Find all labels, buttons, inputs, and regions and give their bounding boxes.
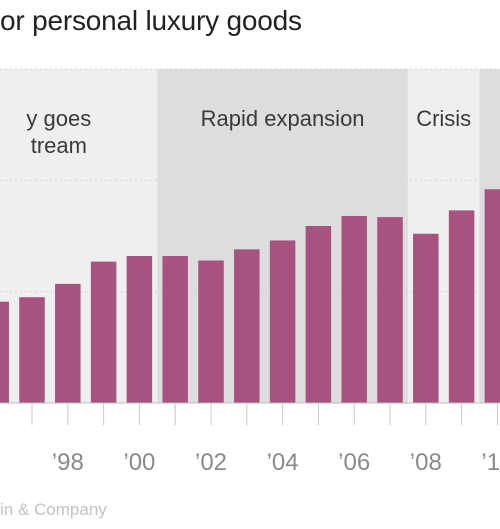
bar-2010 <box>484 189 500 403</box>
bar-1996 <box>0 301 9 403</box>
bar-2004 <box>269 240 296 403</box>
bar-2003 <box>234 249 260 403</box>
x-tick-label-2000: ’00 <box>123 449 155 476</box>
bar-2005 <box>305 225 332 403</box>
x-tick-label-2008: ’08 <box>410 449 442 476</box>
bar-2007 <box>377 217 403 403</box>
period-label-1-0: Rapid expansion <box>201 106 365 131</box>
x-tick-label-1998: ’98 <box>52 449 84 476</box>
bar-2001 <box>162 256 188 403</box>
chart-title: or personal luxury goods <box>0 5 302 36</box>
x-tick-label-2010: ’10 <box>481 449 500 476</box>
period-label-2-0: Crisis <box>416 106 471 131</box>
bar-2008 <box>413 233 439 403</box>
x-tick-label-2002: ’02 <box>195 449 227 476</box>
bar-2002 <box>198 260 224 403</box>
bar-2009 <box>448 210 475 403</box>
bar-2006 <box>341 215 367 403</box>
x-axis: ’98 ’00 ’02 ’04 ’06 ’08 ’10 <box>0 402 500 476</box>
bar-1997 <box>19 297 45 403</box>
x-tick-label-2004: ’04 <box>267 449 299 476</box>
source-note: in & Company <box>0 500 107 519</box>
bar-2000 <box>126 256 153 403</box>
bars <box>0 189 500 403</box>
bar-1998 <box>55 283 81 403</box>
period-label-0-1: tream <box>31 133 87 158</box>
period-label-0-0: y goes <box>26 106 91 131</box>
x-tick-label-2006: ’06 <box>338 449 370 476</box>
bar-1999 <box>90 261 117 403</box>
